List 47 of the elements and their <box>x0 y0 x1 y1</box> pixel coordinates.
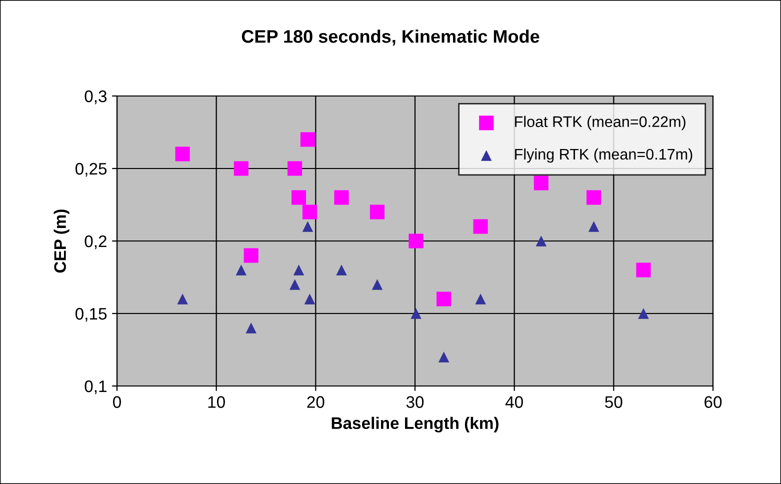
point <box>408 234 424 248</box>
x-axis-title: Baseline Length (km) <box>332 416 498 432</box>
x-tick-label: 0 <box>113 396 121 408</box>
point <box>588 221 600 232</box>
point <box>304 294 316 304</box>
point <box>302 221 314 232</box>
point <box>289 279 300 290</box>
point <box>586 190 602 205</box>
point <box>436 292 452 306</box>
chart-title: CEP 180 seconds, Kinematic Mode <box>242 30 540 46</box>
point <box>175 146 190 162</box>
point <box>410 308 422 319</box>
point <box>370 204 385 220</box>
point <box>473 219 488 234</box>
point <box>334 190 349 205</box>
point <box>534 176 548 190</box>
point <box>638 308 649 319</box>
point <box>336 264 347 276</box>
x-tick-label: 20 <box>307 396 324 408</box>
x-tick-label: 30 <box>406 396 424 408</box>
point <box>177 294 188 304</box>
point <box>475 294 486 304</box>
point <box>236 264 247 276</box>
y-tick-label: 0,15 <box>75 308 107 322</box>
point <box>244 248 258 263</box>
x-tick-label: 50 <box>605 396 622 408</box>
x-tick-label: 10 <box>208 396 225 408</box>
y-tick-label: 0,1 <box>84 380 106 394</box>
point <box>636 262 651 278</box>
point <box>300 132 316 147</box>
point <box>438 352 450 362</box>
y-tick-label: 0,2 <box>84 235 106 250</box>
point <box>291 190 306 205</box>
y-axis-title: CEP (m) <box>54 210 70 273</box>
point <box>288 161 302 176</box>
point <box>246 322 256 334</box>
point <box>293 264 304 276</box>
y-tick-label: 0,3 <box>84 90 107 104</box>
point <box>234 161 248 176</box>
point <box>372 279 383 290</box>
y-tick-label: 0,25 <box>75 162 107 177</box>
legend-label: Float RTK (mean=0.22m) <box>515 116 686 130</box>
x-tick-label: 60 <box>704 396 722 408</box>
x-tick-label: 40 <box>505 396 523 408</box>
legend-label: Flying RTK (mean=0.17m) <box>515 148 692 163</box>
point <box>302 204 317 220</box>
point <box>536 236 547 246</box>
